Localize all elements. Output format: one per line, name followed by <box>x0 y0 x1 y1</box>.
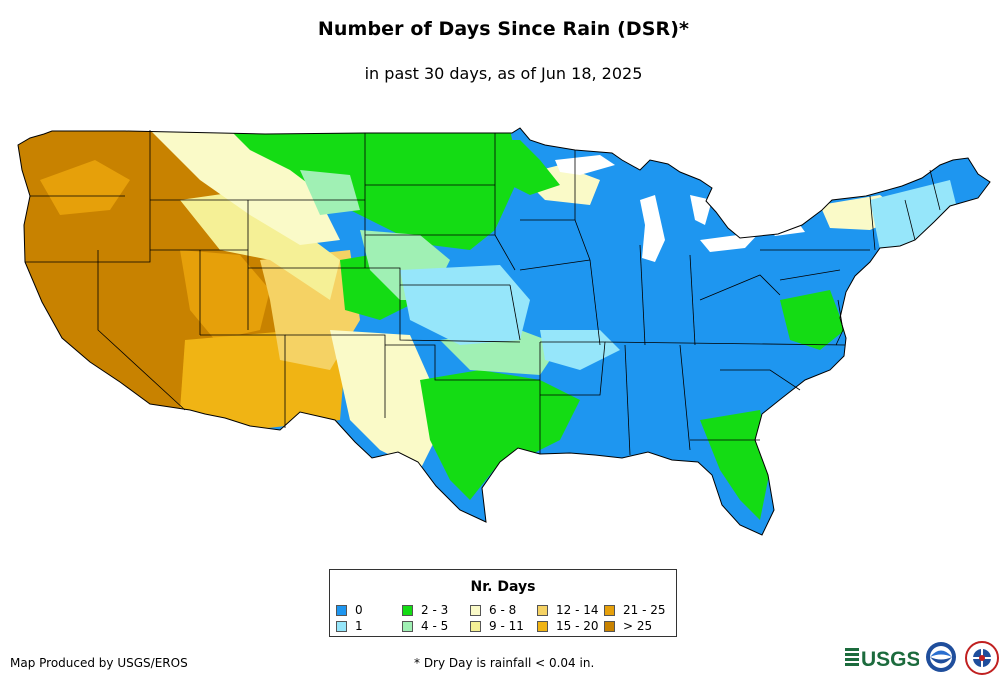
legend-swatch-1 <box>336 621 347 632</box>
legend-label-9: > 25 <box>623 619 653 633</box>
legend-label-2: 2 - 3 <box>421 603 449 617</box>
map-subtitle: in past 30 days, as of Jun 18, 2025 <box>364 64 643 83</box>
legend-label-8: 21 - 25 <box>623 603 666 617</box>
legend-swatch-6 <box>537 605 548 616</box>
dry-day-footnote: * Dry Day is rainfall < 0.04 in. <box>414 656 595 670</box>
legend-item-9: > 25 <box>604 620 684 634</box>
legend-label-4: 6 - 8 <box>489 603 517 617</box>
noaa-logo <box>926 642 956 672</box>
legend-label-5: 9 - 11 <box>489 619 524 633</box>
legend-item-2: 2 - 3 <box>402 604 482 618</box>
legend-swatch-4 <box>470 605 481 616</box>
legend-title: Nr. Days <box>470 579 536 595</box>
legend-item-8: 21 - 25 <box>604 604 684 618</box>
legend-label-7: 15 - 20 <box>556 619 599 633</box>
legend-swatch-0 <box>336 605 347 616</box>
legend-swatch-3 <box>402 621 413 632</box>
legend-swatch-9 <box>604 621 615 632</box>
legend-item-3: 4 - 5 <box>402 620 482 634</box>
legend-swatch-2 <box>402 605 413 616</box>
legend-item-5: 9 - 11 <box>470 620 550 634</box>
legend-item-4: 6 - 8 <box>470 604 550 618</box>
legend-label-0: 0 <box>355 603 363 617</box>
nws-logo <box>965 641 999 675</box>
legend-label-3: 4 - 5 <box>421 619 449 633</box>
map-credit: Map Produced by USGS/EROS <box>10 656 188 670</box>
legend: Nr. Days 0 1 2 - 3 4 - 5 6 - 8 9 - 11 12… <box>329 569 677 637</box>
legend-label-1: 1 <box>355 619 363 633</box>
legend-swatch-5 <box>470 621 481 632</box>
legend-item-7: 15 - 20 <box>537 620 617 634</box>
agency-logos: USGS <box>843 640 1003 680</box>
legend-label-6: 12 - 14 <box>556 603 599 617</box>
us-dsr-map <box>17 127 991 536</box>
legend-item-1: 1 <box>336 620 416 634</box>
usgs-logo-text: USGS <box>861 648 919 671</box>
legend-item-0: 0 <box>336 604 416 618</box>
legend-swatch-8 <box>604 605 615 616</box>
map-title: Number of Days Since Rain (DSR)* <box>317 18 690 40</box>
legend-item-6: 12 - 14 <box>537 604 617 618</box>
legend-swatch-7 <box>537 621 548 632</box>
usgs-logo: USGS <box>845 648 919 671</box>
